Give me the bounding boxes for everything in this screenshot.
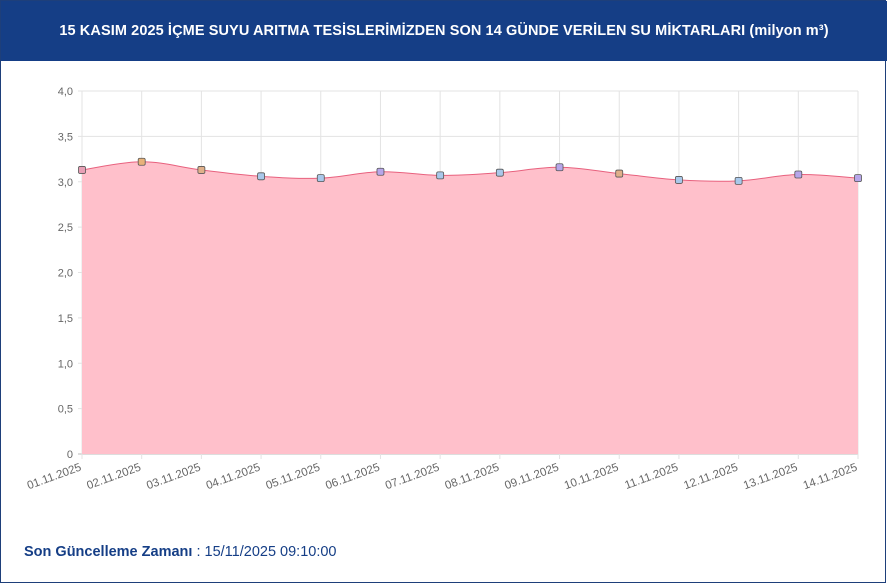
x-tick-label: 04.11.2025 (205, 462, 262, 493)
x-tick-label: 02.11.2025 (85, 462, 142, 493)
last-updated-separator: : (192, 544, 205, 560)
y-tick-label: 3,5 (58, 131, 73, 143)
y-tick-label: 0 (67, 449, 73, 461)
x-tick-label: 08.11.2025 (443, 462, 500, 493)
data-point (555, 163, 564, 172)
y-tick-label: 1,0 (58, 358, 73, 370)
y-tick-label: 3,0 (58, 177, 73, 189)
area-fill (82, 161, 858, 454)
series-line (81, 161, 859, 182)
data-point (257, 172, 265, 181)
x-tick-label: 05.11.2025 (264, 462, 321, 493)
data-point (137, 157, 146, 166)
data-point (794, 170, 803, 179)
x-tick-label: 03.11.2025 (145, 462, 202, 493)
data-point (734, 176, 743, 185)
y-tick-label: 1,5 (58, 313, 73, 325)
area-chart: 0 0,5 1,0 1,5 2,0 2,5 3,0 3,5 4,0 01.11.2025 02.11… (26, 86, 862, 493)
x-tick-label: 12.11.2025 (682, 462, 739, 493)
data-point (436, 171, 445, 180)
y-tick-label: 0,5 (58, 404, 73, 416)
x-tick-label: 07.11.2025 (384, 462, 441, 493)
last-updated-value: 15/11/2025 09:10:00 (204, 544, 337, 560)
last-updated: Son Güncelleme Zamanı : 15/11/2025 09:10… (24, 544, 336, 560)
chart-title: 15 KASIM 2025 İÇME SUYU ARITMA TESİSLERİ… (1, 1, 887, 61)
y-tick-label: 2,0 (58, 268, 73, 280)
x-tick-label: 01.11.2025 (26, 462, 83, 493)
data-point (197, 166, 206, 174)
x-tick-label: 14.11.2025 (802, 462, 859, 493)
y-tick-label: 2,5 (58, 222, 73, 234)
data-point (675, 176, 683, 184)
data-point (376, 167, 385, 176)
x-tick-label: 06.11.2025 (324, 462, 381, 493)
data-point (78, 166, 86, 174)
y-tick-label: 4,0 (58, 86, 73, 98)
data-point (854, 174, 862, 183)
last-updated-label: Son Güncelleme Zamanı (24, 544, 193, 560)
x-tick-label: 13.11.2025 (742, 462, 799, 493)
x-tick-label: 10.11.2025 (563, 462, 620, 493)
x-tick-label: 09.11.2025 (503, 462, 560, 493)
x-tick-label: 11.11.2025 (623, 462, 680, 492)
data-point (615, 169, 624, 178)
data-point (495, 168, 504, 177)
data-point (316, 174, 325, 183)
